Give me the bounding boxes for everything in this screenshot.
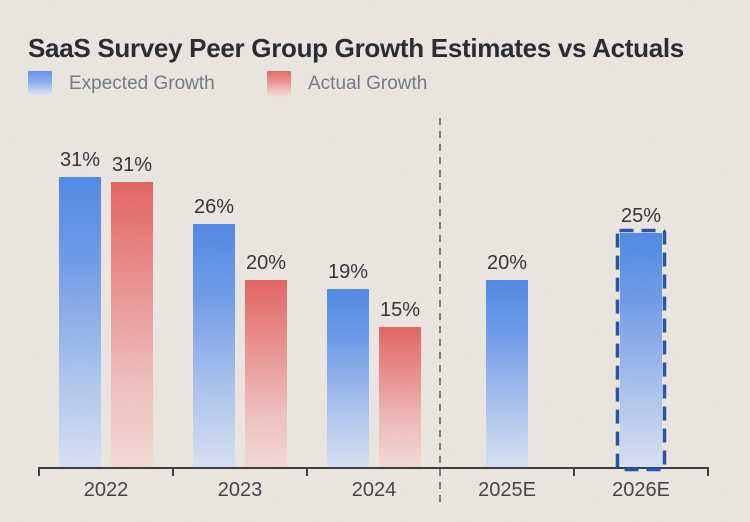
x-axis-tick <box>306 467 308 476</box>
x-axis-tick <box>172 467 174 476</box>
bar-expected-2026e-estimate <box>615 228 667 472</box>
bar-expected-2025e <box>486 280 528 467</box>
actual-growth-swatch-icon <box>267 70 291 97</box>
legend-item-actual-growth: Actual Growth <box>267 70 427 97</box>
legend-label-actual-growth: Actual Growth <box>308 72 428 94</box>
bar-actual-2022 <box>111 182 153 467</box>
legend-label-expected-growth: Expected Growth <box>69 72 215 94</box>
bar-actual-2023 <box>245 280 287 467</box>
x-axis-line <box>39 467 708 469</box>
x-axis-label-2025e: 2025E <box>478 479 536 501</box>
x-axis-label-2023: 2023 <box>217 479 263 501</box>
x-axis-label-2022: 2022 <box>83 479 129 501</box>
x-axis-tick <box>707 467 709 476</box>
value-label-actual-2022: 31% <box>111 154 153 176</box>
legend-item-expected-growth: Expected Growth <box>28 70 215 97</box>
bar-expected-2022 <box>59 177 101 467</box>
value-label-expected-2026e: 25% <box>620 205 662 227</box>
x-axis-tick <box>38 467 40 476</box>
value-label-expected-2025e: 20% <box>486 252 528 274</box>
value-label-expected-2024: 19% <box>327 261 369 283</box>
x-axis-tick <box>573 467 575 476</box>
forecast-separator-line <box>439 118 441 506</box>
chart-title: SaaS Survey Peer Group Growth Estimates … <box>28 33 684 64</box>
x-axis-label-2024: 2024 <box>351 479 397 501</box>
bar-actual-2024 <box>379 327 421 467</box>
estimate-dashed-outline <box>615 228 667 472</box>
x-axis-label-2026e: 2026E <box>612 479 670 501</box>
value-label-expected-2023: 26% <box>193 196 235 218</box>
expected-growth-swatch-icon <box>28 70 52 97</box>
